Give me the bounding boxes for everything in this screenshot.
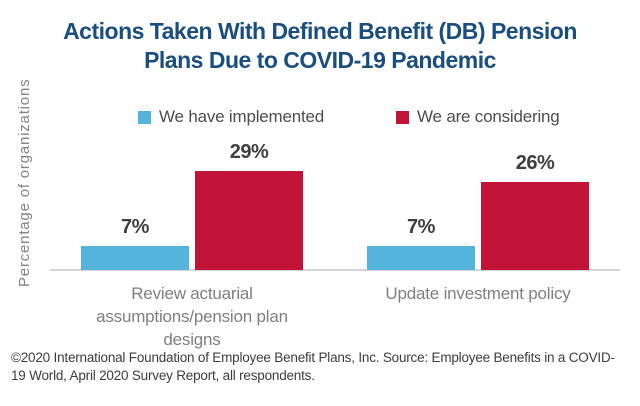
source-footnote: ©2020 International Foundation of Employ…	[11, 350, 615, 384]
x-axis-baseline	[50, 269, 620, 271]
category-label-update-investment-policy: Update investment policy	[385, 284, 571, 303]
legend-label-considering: We are considering	[417, 107, 560, 126]
category-label-review-actuarial: Review actuarial assumptions/pension pla…	[96, 284, 288, 349]
chart-title-line2: Plans Due to COVID-19 Pandemic	[144, 47, 496, 74]
value-label-we-have-implemented-update-investment-policy: 7%	[407, 216, 435, 238]
value-label-we-are-considering-review-actuarial-assumptions-pension-plan-designs: 29%	[229, 141, 269, 163]
bar-we-have-implemented-update-investment-policy	[367, 246, 475, 270]
bar-we-are-considering-review-actuarial-assumptions-pension-plan-designs	[195, 171, 303, 270]
legend-swatch-considering	[396, 110, 409, 124]
bar-we-are-considering-update-investment-policy	[481, 182, 589, 270]
bar-we-have-implemented-review-actuarial-assumptions-pension-plan-designs	[81, 246, 189, 270]
legend-swatch-implemented	[138, 110, 151, 124]
value-label-we-are-considering-update-investment-policy: 26%	[515, 152, 555, 174]
value-label-we-have-implemented-review-actuarial-assumptions-pension-plan-designs: 7%	[121, 216, 149, 238]
chart-title-line1: Actions Taken With Defined Benefit (DB) …	[63, 18, 577, 44]
legend-label-implemented: We have implemented	[159, 107, 325, 126]
legend-item-implemented: We have implemented	[138, 107, 325, 126]
chart-title: Actions Taken With Defined Benefit (DB) …	[0, 17, 640, 76]
legend-item-considering: We are considering	[396, 107, 560, 126]
